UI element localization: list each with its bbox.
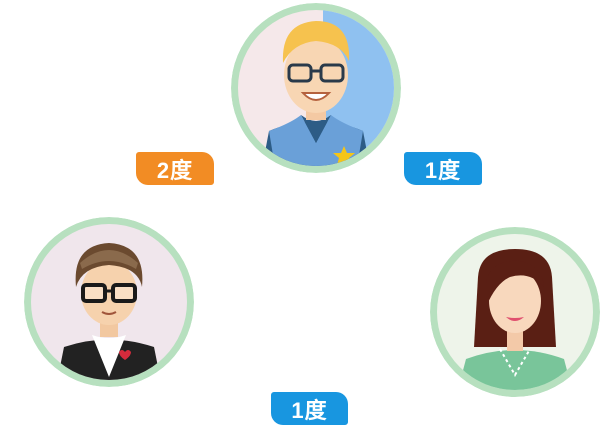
degree-badge-top-right: 1度 xyxy=(404,152,482,185)
avatar-top xyxy=(231,3,401,173)
woman-long-hair-icon xyxy=(430,227,600,397)
degree-badge-top-left: 2度 xyxy=(136,152,214,185)
avatar-right xyxy=(430,227,600,397)
avatar-left xyxy=(24,217,194,387)
degree-badge-bottom: 1度 xyxy=(271,392,348,425)
man-glasses-hat-icon xyxy=(24,217,194,387)
man-glasses-blond-icon xyxy=(231,3,401,173)
